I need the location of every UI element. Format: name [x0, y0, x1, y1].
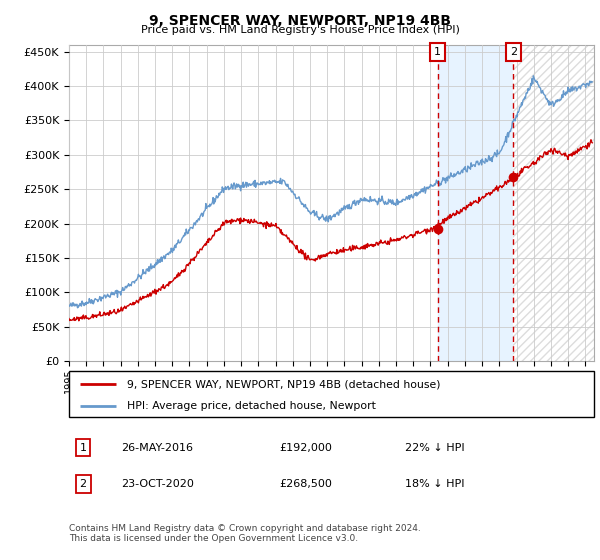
Text: Price paid vs. HM Land Registry's House Price Index (HPI): Price paid vs. HM Land Registry's House … [140, 25, 460, 35]
Text: 1: 1 [434, 46, 441, 57]
Text: 2: 2 [79, 479, 86, 489]
Text: 2: 2 [510, 46, 517, 57]
Bar [513, 45, 594, 361]
Text: 23-OCT-2020: 23-OCT-2020 [121, 479, 194, 489]
Text: £192,000: £192,000 [279, 442, 332, 452]
Bar [513, 45, 594, 361]
Text: 9, SPENCER WAY, NEWPORT, NP19 4BB: 9, SPENCER WAY, NEWPORT, NP19 4BB [149, 14, 451, 28]
Text: £268,500: £268,500 [279, 479, 332, 489]
Text: 26-MAY-2016: 26-MAY-2016 [121, 442, 193, 452]
FancyBboxPatch shape [69, 371, 594, 417]
Text: HPI: Average price, detached house, Newport: HPI: Average price, detached house, Newp… [127, 401, 376, 410]
Text: 18% ↓ HPI: 18% ↓ HPI [405, 479, 464, 489]
Bar [438, 45, 513, 361]
Text: 9, SPENCER WAY, NEWPORT, NP19 4BB (detached house): 9, SPENCER WAY, NEWPORT, NP19 4BB (detac… [127, 379, 440, 389]
Text: 22% ↓ HPI: 22% ↓ HPI [405, 442, 464, 452]
Text: Contains HM Land Registry data © Crown copyright and database right 2024.
This d: Contains HM Land Registry data © Crown c… [69, 524, 421, 543]
Text: 1: 1 [79, 442, 86, 452]
